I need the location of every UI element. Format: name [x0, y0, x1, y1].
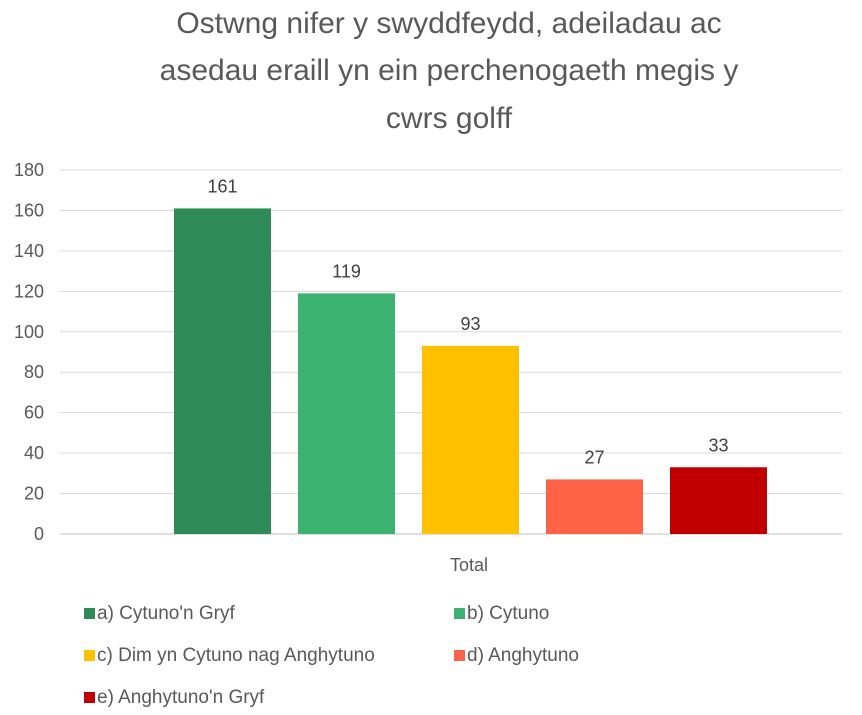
y-tick-label-60: 60: [24, 403, 44, 423]
x-axis-categories: Total: [450, 555, 488, 575]
y-tick-label-180: 180: [14, 160, 44, 180]
bar-series-4: [546, 479, 643, 534]
y-tick-label-20: 20: [24, 484, 44, 504]
legend-item-5: e) Anghytuno'n Gryf: [84, 687, 265, 708]
y-tick-label-160: 160: [14, 200, 44, 220]
data-label-series-3: 93: [460, 314, 480, 334]
bar-series-3: [422, 345, 519, 534]
bar-series-5: [670, 467, 767, 534]
bar-series-1: [174, 208, 271, 534]
bar-series-2: [298, 293, 395, 534]
legend-item-4: d) Anghytuno: [454, 645, 579, 666]
chart-title-line-3: cwrs golff: [386, 102, 513, 135]
legend-swatch-4: [454, 650, 465, 661]
data-labels: 161 119 93 27 33: [207, 176, 728, 467]
chart-title-line-1: Ostwng nifer y swyddfeydd, adeiladau ac: [176, 7, 721, 40]
y-tick-label-100: 100: [14, 322, 44, 342]
legend-label-5: e) Anghytuno'n Gryf: [97, 687, 265, 708]
legend-label-3: c) Dim yn Cytuno nag Anghytuno: [97, 645, 375, 666]
y-axis-ticks: 0 20 40 60 80 100 120 140 160 180: [14, 160, 44, 544]
data-label-series-5: 33: [708, 435, 728, 455]
legend-swatch-5: [84, 692, 95, 703]
legend-item-1: a) Cytuno'n Gryf: [84, 603, 235, 624]
category-label-1: Total: [450, 555, 488, 575]
legend-swatch-3: [84, 650, 95, 661]
data-label-series-2: 119: [332, 261, 361, 281]
legend-swatch-2: [454, 608, 465, 619]
legend: a) Cytuno'n Gryf b) Cytuno c) Dim yn Cytun…: [84, 603, 579, 708]
bars: [174, 208, 767, 534]
legend-label-2: b) Cytuno: [467, 603, 549, 624]
data-label-series-4: 27: [584, 447, 604, 467]
legend-label-1: a) Cytuno'n Gryf: [97, 603, 235, 624]
y-tick-label-80: 80: [24, 362, 44, 382]
data-label-series-1: 161: [207, 176, 237, 196]
y-tick-label-120: 120: [14, 281, 44, 301]
chart-title: Ostwng nifer y swyddfeydd, adeiladau ac a…: [160, 7, 739, 135]
y-tick-label-140: 140: [14, 241, 44, 261]
chart-title-line-2: asedau eraill yn ein perchenogaeth megis…: [160, 54, 739, 87]
legend-swatch-1: [84, 608, 95, 619]
legend-item-2: b) Cytuno: [454, 603, 549, 624]
y-tick-label-0: 0: [34, 524, 44, 544]
legend-label-4: d) Anghytuno: [467, 645, 579, 666]
legend-item-3: c) Dim yn Cytuno nag Anghytuno: [84, 645, 375, 666]
y-tick-label-40: 40: [24, 443, 44, 463]
